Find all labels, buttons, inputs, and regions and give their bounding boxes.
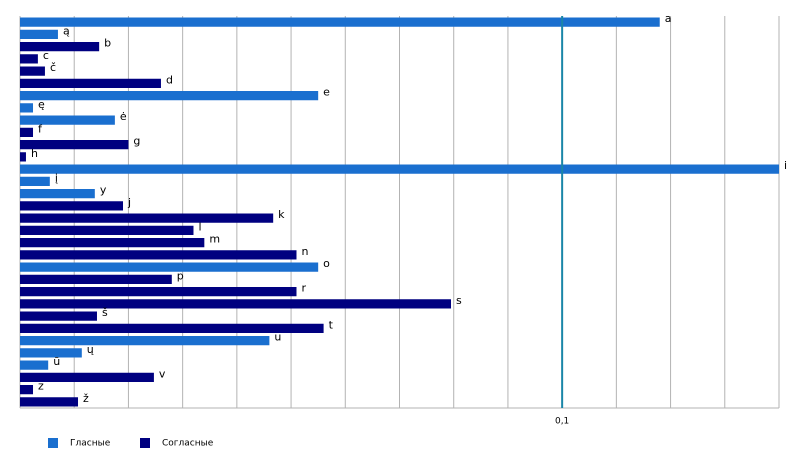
legend-label: Согласные <box>162 439 214 449</box>
bar <box>20 54 38 64</box>
bar <box>20 176 50 186</box>
category-label: i <box>784 159 787 172</box>
bar <box>20 213 274 223</box>
category-label: f <box>38 122 43 135</box>
bar <box>20 311 97 321</box>
bar <box>20 336 270 346</box>
category-label: p <box>177 269 184 282</box>
bar <box>20 385 34 395</box>
x-tick-label: 0,1 <box>555 417 569 427</box>
bar <box>20 91 319 101</box>
category-label: ė <box>120 110 127 123</box>
category-label: r <box>301 282 306 295</box>
category-label: ž <box>83 392 89 405</box>
category-label: n <box>301 245 308 258</box>
category-label: g <box>133 135 140 148</box>
category-label: c <box>43 49 49 62</box>
bar <box>20 127 34 137</box>
bar <box>20 140 129 150</box>
category-label: č <box>50 61 56 74</box>
bar <box>20 103 34 113</box>
bar <box>20 238 205 248</box>
legend-swatch <box>140 438 150 448</box>
bar <box>20 115 115 125</box>
bar <box>20 274 172 284</box>
category-label: m <box>209 233 220 246</box>
bar <box>20 225 194 235</box>
legend-swatch <box>48 438 58 448</box>
bar <box>20 164 779 174</box>
category-label: e <box>323 86 330 99</box>
category-label: o <box>323 257 330 270</box>
category-label: a <box>665 12 672 25</box>
bar <box>20 42 100 52</box>
bar <box>20 360 49 370</box>
category-label: s <box>456 294 462 307</box>
bar <box>20 323 324 333</box>
bar <box>20 262 319 272</box>
bar <box>20 66 45 76</box>
bar <box>20 348 82 358</box>
category-label: ū <box>53 355 60 368</box>
bar <box>20 372 154 382</box>
bar <box>20 201 124 211</box>
bar <box>20 287 297 297</box>
category-label: u <box>274 331 281 344</box>
category-label: ą <box>63 24 70 37</box>
category-label: ų <box>87 343 94 356</box>
category-label: h <box>31 147 38 160</box>
bar <box>20 29 58 39</box>
category-label: v <box>159 367 166 380</box>
bar <box>20 189 95 199</box>
category-label: t <box>329 318 334 331</box>
bar <box>20 397 79 407</box>
category-label: z <box>38 380 44 393</box>
legend-label: Гласные <box>70 439 111 449</box>
bar <box>20 299 452 309</box>
bar <box>20 152 26 162</box>
category-label: k <box>278 208 285 221</box>
category-label: j <box>127 196 131 209</box>
category-label: y <box>100 184 107 197</box>
category-label: į <box>55 171 58 184</box>
bar <box>20 78 161 88</box>
bar <box>20 250 297 260</box>
bar <box>20 17 660 27</box>
category-label: l <box>198 220 201 233</box>
category-label: b <box>104 37 111 50</box>
category-label: d <box>166 73 173 86</box>
category-label: š <box>102 306 108 319</box>
category-label: ę <box>38 98 45 111</box>
